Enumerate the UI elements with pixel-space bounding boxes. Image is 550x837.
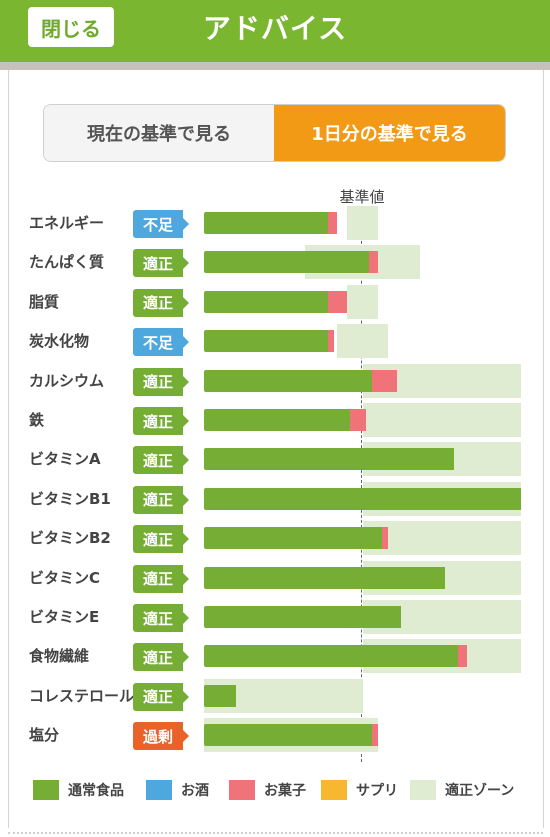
food-bar [204,330,328,353]
status-badge: 適正 [133,407,189,435]
nutrient-name: エネルギー [29,214,105,232]
snack-bar [381,527,388,550]
reference-line [361,206,362,762]
nutrient-row: ビタミンC 適正 [0,559,550,599]
food-bar [204,487,521,510]
nutrient-row: 塩分 過剰 [0,716,550,756]
nutrient-name: ビタミンB1 [29,489,111,508]
status-badge: 適正 [133,446,189,475]
status-badge: 適正 [133,288,189,317]
status-badge: 不足 [133,210,189,238]
snack-bar [349,409,366,431]
legend-swatch [321,780,347,800]
close-button[interactable]: 閉じる [28,7,114,47]
status-badge: 適正 [133,682,189,711]
legend-swatch [33,780,59,800]
legend-label: お菓子 [264,783,306,799]
nutrient-row: たんぱく質 適正 [0,243,550,283]
status-badge: 適正 [133,249,189,278]
status-badge: 不足 [133,328,189,357]
nutrient-name: ビタミンC [29,568,101,587]
nutrient-name: たんぱく質 [29,253,105,272]
appropriate-zone [346,206,379,240]
legend-item: お酒 [146,778,209,802]
appropriate-zone [362,403,521,437]
nutrient-row: 炭水化物 不足 [0,322,550,362]
legend-item: 適正ゾーン [410,778,514,802]
snack-bar [457,645,468,668]
appropriate-zone [337,324,388,359]
food-bar [204,448,455,471]
status-badge: 適正 [133,604,189,632]
status-badge: 適正 [133,485,189,514]
nutrient-name: ビタミンE [29,608,100,626]
nutrient-row: 鉄 適正 [0,401,550,441]
nutrient-name: ビタミンB2 [29,529,111,548]
legend-label: 通常食品 [68,783,124,799]
nutrient-row: カルシウム 適正 [0,362,550,402]
status-badge: 適正 [133,643,189,672]
page-title: アドバイス [202,12,348,45]
status-badge: 過剰 [133,722,189,751]
nutrient-name: 炭水化物 [29,332,90,351]
nutrient-name: 塩分 [29,726,60,745]
food-bar [204,369,372,392]
nutrient-name: ビタミンA [29,450,101,469]
status-badge: 適正 [133,525,189,554]
nutrient-row: ビタミンB2 適正 [0,519,550,559]
food-bar [204,212,328,234]
food-bar [204,724,372,747]
header-divider [0,62,550,70]
daily-standard-tab[interactable]: 1日分の基準で見る [274,105,505,161]
current-standard-tab[interactable]: 現在の基準で見る [44,105,274,161]
snack-bar [372,724,379,747]
appropriate-zone [362,521,521,556]
standard-toggle: 現在の基準で見る 1日分の基準で見る [43,104,506,162]
legend-label: 適正ゾーン [445,783,515,799]
food-bar [204,645,458,668]
nutrient-row: ビタミンE 適正 [0,598,550,638]
food-bar [204,290,328,313]
legend-item: サプリ [321,778,398,802]
food-bar [204,606,401,628]
food-bar [204,527,382,550]
nutrient-row: ビタミンB1 適正 [0,480,550,520]
legend: 通常食品 お酒 お菓子 サプリ 適正ゾーン [0,778,550,802]
legend-swatch [146,780,172,800]
nutrient-name: コレステロール [29,686,135,705]
status-badge: 適正 [133,367,189,396]
nutrient-name: カルシウム [29,371,105,390]
nutrient-name: 脂質 [29,292,60,311]
food-bar [204,251,369,274]
reference-label: 基準値 [339,188,385,206]
nutrient-name: 食物繊維 [29,647,90,666]
nutrient-row: エネルギー 不足 [0,204,550,244]
legend-item: お菓子 [229,778,306,802]
legend-label: お酒 [181,783,209,799]
status-badge: 適正 [133,564,189,593]
snack-bar [372,369,398,392]
snack-bar [327,212,338,234]
nutrient-name: 鉄 [29,411,45,429]
snack-bar [327,330,334,353]
snack-bar [327,290,347,313]
legend-item: 通常食品 [33,778,124,802]
food-bar [204,566,445,589]
legend-swatch [229,780,255,800]
legend-label: サプリ [356,783,398,799]
card-bottom-edge [8,822,543,834]
legend-swatch [410,780,436,800]
snack-bar [368,251,379,274]
food-bar [204,409,350,431]
nutrient-row: 食物繊維 適正 [0,637,550,677]
nutrient-row: 脂質 適正 [0,283,550,323]
food-bar [204,684,236,707]
nutrient-row: ビタミンA 適正 [0,440,550,480]
appropriate-zone [346,284,379,319]
nutrient-row: コレステロール 適正 [0,677,550,717]
